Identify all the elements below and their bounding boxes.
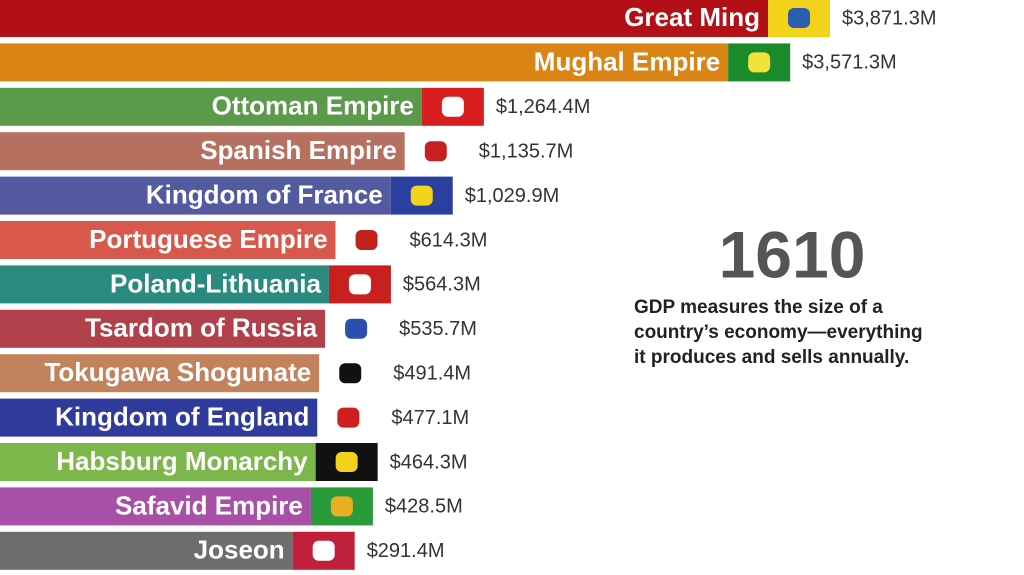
flag-emblem — [410, 185, 433, 206]
flag-emblem — [337, 407, 360, 428]
year-label: 1610 — [719, 217, 866, 291]
value-label: $564.3M — [403, 274, 481, 296]
flag-emblem — [748, 52, 771, 73]
bar — [0, 132, 405, 171]
category-label: Mughal Empire — [534, 46, 720, 76]
bar — [0, 487, 311, 526]
flag-emblem — [330, 496, 353, 517]
bar — [0, 0, 768, 37]
category-label: Spanish Empire — [200, 135, 397, 165]
value-label: $3,571.3M — [802, 52, 897, 74]
value-label: $1,029.9M — [465, 185, 560, 207]
value-label: $291.4M — [367, 540, 445, 562]
flag-emblem — [441, 96, 464, 117]
bar — [0, 354, 320, 393]
value-label: $1,135.7M — [479, 140, 574, 162]
value-label: $1,264.4M — [496, 96, 591, 118]
category-label: Joseon — [194, 535, 285, 565]
flag-emblem — [312, 540, 335, 561]
category-label: Kingdom of England — [55, 401, 309, 431]
bar — [0, 221, 336, 259]
category-label: Poland-Lithuania — [110, 268, 321, 298]
category-label: Ottoman Empire — [212, 91, 414, 121]
bar — [0, 398, 318, 437]
category-label: Kingdom of France — [146, 179, 383, 209]
annotation: it produces and sells annually. — [634, 347, 909, 368]
value-label: $477.1M — [391, 407, 469, 429]
bar — [0, 531, 293, 570]
value-label: $428.5M — [385, 496, 463, 518]
category-label: Portuguese Empire — [89, 224, 327, 254]
category-label: Habsburg Monarchy — [56, 446, 308, 476]
value-label: $535.7M — [399, 318, 477, 340]
flag-emblem — [348, 274, 371, 295]
annotation: country’s economy—everything — [634, 322, 923, 343]
flag-emblem — [788, 8, 810, 28]
category-label: Tsardom of Russia — [85, 313, 318, 343]
value-label: $464.3M — [390, 451, 468, 473]
flag-emblem — [339, 363, 362, 384]
category-label: Great Ming — [624, 2, 760, 32]
value-label: $491.4M — [393, 362, 471, 384]
category-label: Safavid Empire — [115, 490, 303, 520]
flag-emblem — [424, 141, 447, 162]
flag-emblem — [335, 452, 358, 472]
bar — [0, 443, 316, 481]
bar — [0, 43, 729, 82]
value-label: $3,871.3M — [842, 7, 937, 29]
value-label: $614.3M — [410, 229, 488, 251]
category-label: Tokugawa Shogunate — [44, 357, 311, 387]
bar — [0, 87, 422, 126]
bar — [0, 265, 329, 304]
bar — [0, 309, 326, 348]
flag-emblem — [355, 230, 378, 250]
flag-emblem — [345, 318, 368, 339]
bar — [0, 176, 391, 215]
annotation: GDP measures the size of a — [634, 297, 883, 318]
